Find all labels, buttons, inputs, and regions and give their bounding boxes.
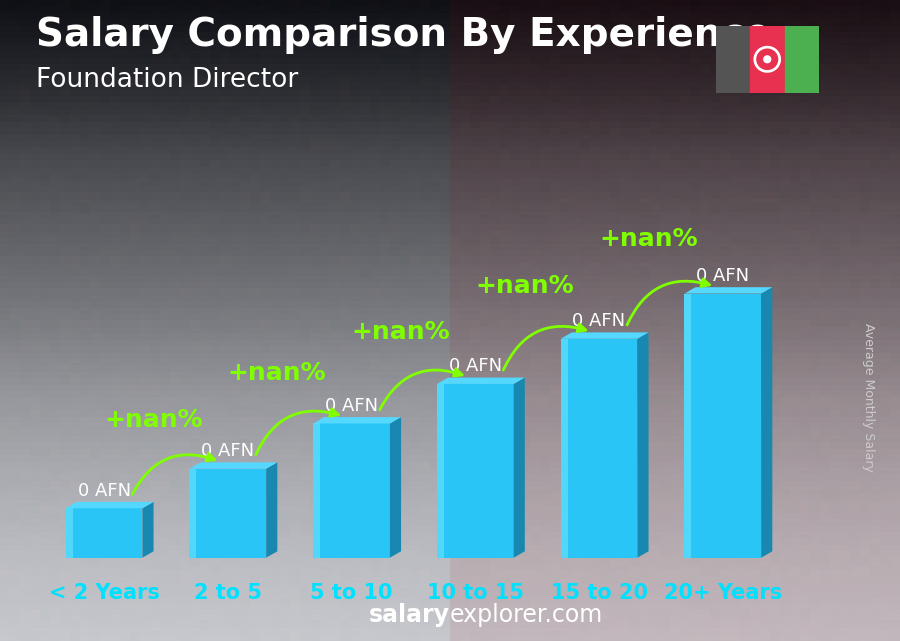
- Polygon shape: [437, 378, 525, 384]
- Polygon shape: [685, 294, 761, 558]
- Circle shape: [764, 56, 770, 63]
- Polygon shape: [313, 424, 320, 558]
- Bar: [750, 26, 785, 93]
- Polygon shape: [189, 469, 266, 558]
- Polygon shape: [189, 469, 196, 558]
- Text: Average Monthly Salary: Average Monthly Salary: [862, 323, 875, 472]
- Text: 0 AFN: 0 AFN: [572, 312, 625, 330]
- Text: 0 AFN: 0 AFN: [77, 482, 130, 500]
- Polygon shape: [637, 333, 649, 558]
- Text: 0 AFN: 0 AFN: [449, 358, 502, 376]
- Text: < 2 Years: < 2 Years: [49, 583, 159, 603]
- Text: 0 AFN: 0 AFN: [202, 442, 255, 460]
- Polygon shape: [685, 287, 772, 294]
- Text: +nan%: +nan%: [351, 320, 450, 344]
- Bar: [785, 26, 819, 93]
- Text: Salary Comparison By Experience: Salary Comparison By Experience: [36, 16, 770, 54]
- Text: salary: salary: [369, 603, 450, 627]
- Polygon shape: [142, 502, 154, 558]
- Polygon shape: [313, 417, 401, 424]
- Polygon shape: [685, 294, 691, 558]
- Polygon shape: [66, 508, 142, 558]
- Text: 10 to 15: 10 to 15: [427, 583, 524, 603]
- Text: explorer.com: explorer.com: [450, 603, 603, 627]
- Polygon shape: [437, 384, 514, 558]
- Polygon shape: [66, 502, 154, 508]
- Text: 0 AFN: 0 AFN: [697, 267, 750, 285]
- Circle shape: [757, 49, 778, 69]
- Text: 15 to 20: 15 to 20: [551, 583, 648, 603]
- Polygon shape: [66, 508, 73, 558]
- Text: +nan%: +nan%: [228, 362, 327, 385]
- Polygon shape: [266, 462, 277, 558]
- Polygon shape: [437, 384, 444, 558]
- Text: 20+ Years: 20+ Years: [663, 583, 782, 603]
- Polygon shape: [761, 287, 772, 558]
- Text: 5 to 10: 5 to 10: [310, 583, 392, 603]
- Polygon shape: [313, 424, 390, 558]
- Text: +nan%: +nan%: [598, 227, 698, 251]
- Polygon shape: [189, 462, 277, 469]
- Polygon shape: [561, 338, 637, 558]
- Bar: [716, 26, 750, 93]
- Polygon shape: [514, 378, 525, 558]
- Circle shape: [754, 47, 780, 72]
- Text: Foundation Director: Foundation Director: [36, 67, 298, 94]
- Text: 2 to 5: 2 to 5: [194, 583, 262, 603]
- Text: +nan%: +nan%: [475, 274, 574, 298]
- Polygon shape: [390, 417, 401, 558]
- Text: +nan%: +nan%: [104, 408, 202, 432]
- Polygon shape: [561, 338, 568, 558]
- Text: 0 AFN: 0 AFN: [325, 397, 378, 415]
- Polygon shape: [561, 333, 649, 338]
